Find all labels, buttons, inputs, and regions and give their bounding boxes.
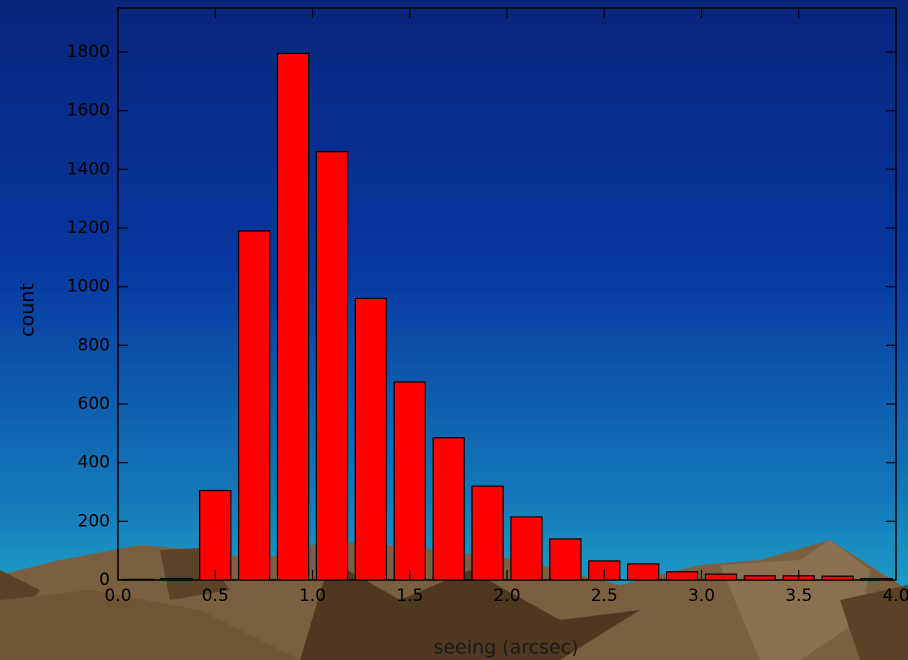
x-tick-label: 4.0 bbox=[882, 586, 908, 606]
y-tick-label: 200 bbox=[78, 511, 110, 531]
bar bbox=[705, 574, 736, 580]
y-tick-label: 1400 bbox=[67, 159, 110, 179]
bar bbox=[822, 576, 853, 580]
x-tick-label: 0.0 bbox=[104, 586, 131, 606]
y-tick-label: 400 bbox=[78, 453, 110, 473]
page: seeing (arcsec) count 020040060080010001… bbox=[0, 0, 908, 660]
bar bbox=[628, 564, 659, 580]
y-axis-label: count bbox=[17, 283, 39, 337]
bar bbox=[200, 491, 231, 580]
bar bbox=[511, 517, 542, 580]
x-axis-label: seeing (arcsec) bbox=[433, 637, 578, 659]
y-tick-label: 600 bbox=[78, 394, 110, 414]
y-tick-label: 1000 bbox=[67, 277, 110, 297]
bar bbox=[239, 231, 270, 580]
y-tick-label: 1800 bbox=[67, 42, 110, 62]
x-tick-label: 2.5 bbox=[591, 586, 618, 606]
x-tick-label: 0.5 bbox=[202, 586, 229, 606]
bar bbox=[316, 152, 347, 580]
y-tick-label: 800 bbox=[78, 335, 110, 355]
x-tick-label: 3.0 bbox=[688, 586, 715, 606]
bar bbox=[355, 298, 386, 580]
y-tick-label: 1600 bbox=[67, 101, 110, 121]
bar bbox=[277, 53, 308, 580]
x-tick-label: 2.0 bbox=[493, 586, 520, 606]
chart: seeing (arcsec) count 020040060080010001… bbox=[0, 0, 908, 660]
bar bbox=[744, 576, 775, 580]
x-tick-label: 3.5 bbox=[785, 586, 812, 606]
x-tick-label: 1.5 bbox=[396, 586, 423, 606]
bar bbox=[433, 438, 464, 580]
bar bbox=[394, 382, 425, 580]
bar bbox=[550, 539, 581, 580]
y-tick-label: 1200 bbox=[67, 218, 110, 238]
bar bbox=[161, 579, 192, 580]
x-tick-label: 1.0 bbox=[299, 586, 326, 606]
bar bbox=[666, 572, 697, 580]
bar bbox=[472, 486, 503, 580]
